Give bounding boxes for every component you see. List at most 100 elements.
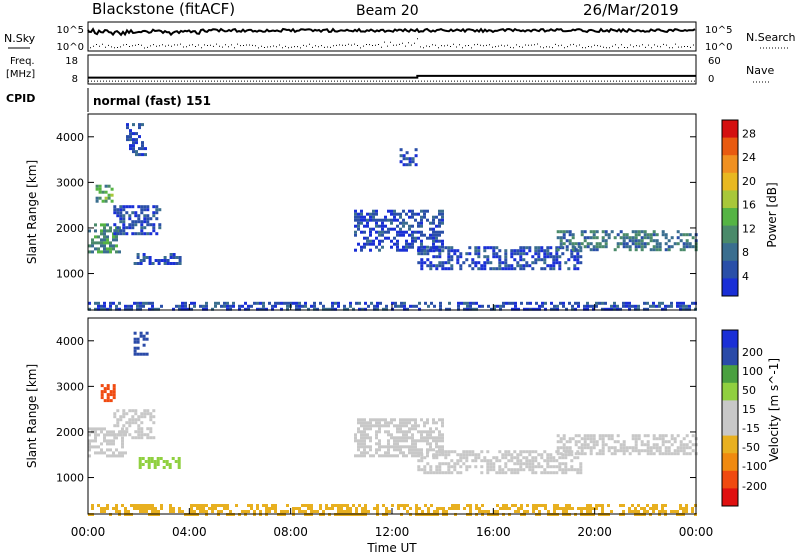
- velocity-cell: [100, 451, 103, 455]
- velocity-cell: [202, 510, 205, 513]
- velocity-cell: [595, 507, 598, 510]
- power-cell: [670, 301, 673, 305]
- velocity-cell: [532, 510, 535, 513]
- power-cell: [556, 304, 559, 308]
- power-cell: [106, 307, 109, 311]
- nave-tick-bottom: 0: [708, 74, 714, 85]
- velocity-cell: [149, 412, 153, 416]
- power-cell: [625, 242, 629, 246]
- power-cell: [525, 264, 529, 268]
- power-cell: [625, 236, 629, 240]
- power-cell: [574, 301, 577, 305]
- y-tick-label: 4000: [56, 335, 84, 348]
- velocity-cell: [143, 415, 147, 419]
- velocity-cell: [658, 434, 662, 438]
- power-cell: [118, 250, 121, 254]
- velocity-cell: [103, 433, 106, 437]
- power-cell: [475, 301, 478, 305]
- power-cell: [420, 224, 423, 228]
- power-cell: [373, 307, 376, 311]
- power-cell: [634, 245, 638, 249]
- power-cell: [139, 259, 143, 262]
- velocity-cell: [109, 433, 112, 437]
- power-cell: [625, 233, 629, 237]
- power-cell: [595, 304, 598, 308]
- power-cell: [420, 242, 423, 246]
- velocity-cell: [613, 446, 617, 450]
- power-cell: [411, 242, 414, 246]
- power-cell: [157, 307, 160, 311]
- power-cell: [628, 236, 632, 240]
- power-cell: [655, 233, 659, 237]
- power-cell: [447, 249, 451, 253]
- power-cell: [477, 249, 481, 253]
- power-cell: [477, 246, 481, 250]
- power-cell: [175, 256, 179, 259]
- velocity-cell: [667, 440, 671, 444]
- power-cell: [100, 244, 103, 248]
- power-cell: [631, 242, 635, 246]
- power-cell: [622, 304, 625, 308]
- power-cell: [604, 301, 607, 305]
- velocity-cell: [393, 445, 396, 449]
- velocity-cell: [100, 448, 103, 452]
- power-cell: [229, 304, 232, 308]
- power-cell: [226, 301, 229, 305]
- power-cell: [453, 252, 457, 256]
- velocity-cell: [486, 468, 490, 472]
- velocity-cell: [369, 418, 372, 422]
- velocity-cell: [106, 504, 109, 507]
- velocity-cell: [619, 504, 622, 507]
- velocity-cell: [516, 471, 520, 475]
- power-cell: [589, 236, 593, 240]
- velocity-cell: [136, 346, 140, 350]
- power-cell: [571, 304, 574, 308]
- power-cell: [405, 248, 408, 252]
- power-cell: [552, 258, 556, 262]
- power-cell: [190, 307, 193, 311]
- velocity-cell: [223, 507, 226, 510]
- power-cell: [372, 227, 375, 231]
- velocity-cell: [408, 451, 411, 455]
- power-cell: [381, 221, 384, 225]
- power-cell: [435, 267, 439, 271]
- power-cell: [100, 304, 103, 308]
- power-cell: [414, 236, 417, 240]
- power-cell: [435, 233, 438, 237]
- velocity-cell: [438, 430, 441, 434]
- power-cell: [652, 304, 655, 308]
- velocity-cell: [137, 418, 141, 422]
- noise-left-tick-bottom: 10^0: [57, 42, 84, 53]
- power-cell: [561, 246, 565, 250]
- velocity-cell: [540, 453, 544, 457]
- velocity-cell: [402, 430, 405, 434]
- velocity-cell: [417, 439, 420, 443]
- power-cell: [91, 244, 94, 248]
- power-cell: [534, 261, 538, 265]
- power-cell: [414, 148, 418, 152]
- velocity-cell: [658, 452, 662, 456]
- velocity-cell: [628, 510, 631, 513]
- velocity-cell: [643, 434, 647, 438]
- power-cell: [649, 239, 653, 243]
- velocity-cell: [507, 450, 511, 454]
- velocity-cell: [196, 504, 199, 507]
- velocity-cell: [444, 456, 448, 460]
- power-cell: [426, 252, 430, 256]
- power-cell: [519, 249, 523, 253]
- velocity-cell: [349, 510, 352, 513]
- power-cell: [676, 242, 680, 246]
- velocity-cell: [568, 504, 571, 507]
- power-cell: [402, 245, 405, 249]
- velocity-cell: [496, 510, 499, 513]
- velocity-cell: [122, 415, 126, 419]
- velocity-cell: [340, 510, 343, 513]
- velocity-cell: [361, 510, 364, 513]
- power-cell: [466, 304, 469, 308]
- velocity-cell: [162, 460, 166, 463]
- velocity-cell: [211, 510, 214, 513]
- velocity-cell: [313, 510, 316, 513]
- power-cell: [94, 241, 97, 245]
- power-cell: [378, 218, 381, 222]
- velocity-cell: [432, 421, 435, 425]
